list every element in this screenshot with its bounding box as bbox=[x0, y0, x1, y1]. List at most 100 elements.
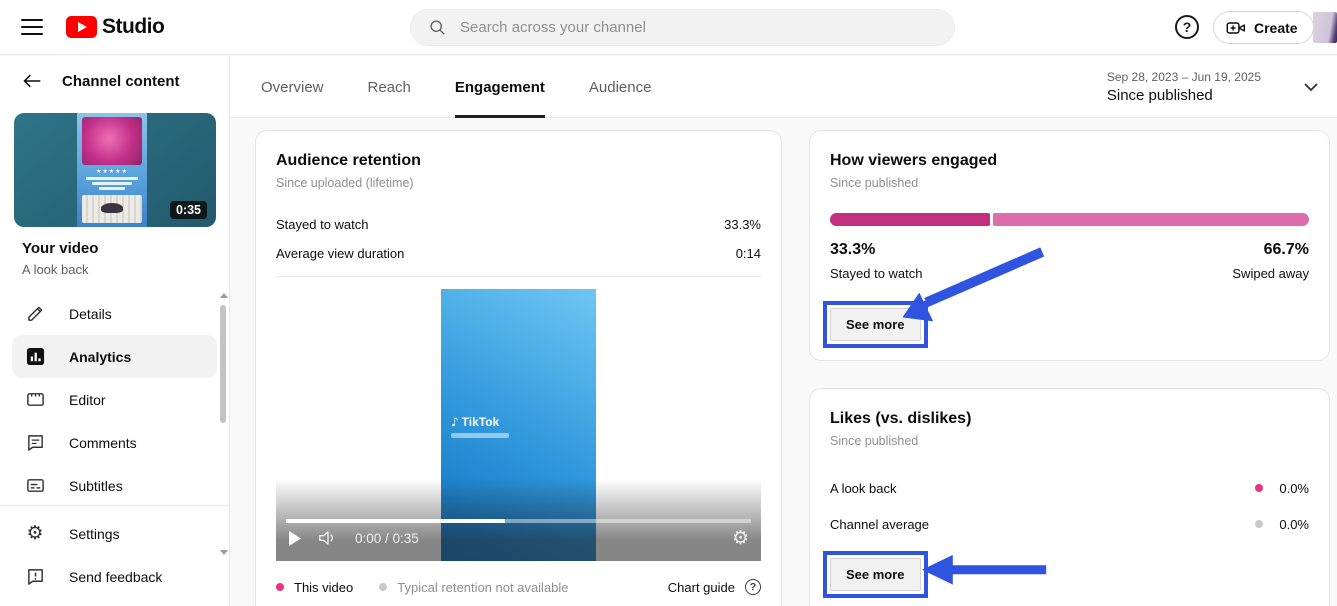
volume-icon[interactable] bbox=[318, 529, 338, 547]
tiktok-note-icon: ♪ bbox=[451, 415, 459, 429]
legend-label: Typical retention not available bbox=[397, 579, 569, 595]
stat-label: Stayed to watch bbox=[276, 217, 369, 232]
annotation-box: See more bbox=[823, 551, 928, 598]
sidebar-item-details[interactable]: Details bbox=[0, 292, 229, 335]
annotation-box: See more bbox=[823, 301, 928, 348]
tab-reach[interactable]: Reach bbox=[367, 78, 411, 96]
sidebar-item-analytics[interactable]: Analytics bbox=[12, 335, 217, 378]
tab-audience[interactable]: Audience bbox=[588, 78, 652, 96]
feedback-icon bbox=[25, 567, 45, 587]
stat-label: Average view duration bbox=[276, 246, 405, 261]
sidebar-item-send-feedback[interactable]: Send feedback bbox=[0, 555, 229, 598]
legend-dot-pink bbox=[1255, 484, 1263, 492]
create-video-icon bbox=[1226, 18, 1246, 38]
sidebar-item-label: Subtitles bbox=[69, 477, 123, 494]
thumb-caption-lines bbox=[77, 177, 147, 190]
video-player[interactable]: ♪ TikTok 0:00 / 0:35 bbox=[276, 289, 761, 561]
sidebar-footer-menu: ⚙ Settings Send feedback bbox=[0, 512, 229, 598]
stat-row: Channel average 0.0% bbox=[830, 506, 1309, 542]
back-arrow-icon[interactable] bbox=[22, 71, 42, 91]
sidebar-item-settings[interactable]: ⚙ Settings bbox=[0, 512, 229, 555]
stat-label: A look back bbox=[830, 480, 897, 496]
stat-label: Swiped away bbox=[1232, 266, 1309, 281]
stat-value: 66.7% bbox=[1263, 241, 1309, 258]
scrollbar-down-arrow[interactable] bbox=[220, 550, 228, 555]
audience-retention-card: Audience retention Since uploaded (lifet… bbox=[255, 130, 782, 606]
sidebar-item-label: Send feedback bbox=[69, 568, 163, 585]
chevron-down-icon bbox=[1301, 77, 1321, 97]
avatar[interactable] bbox=[1313, 12, 1337, 43]
see-more-button[interactable]: See more bbox=[830, 308, 921, 341]
see-more-button[interactable]: See more bbox=[830, 558, 921, 591]
hamburger-menu-icon[interactable] bbox=[21, 19, 43, 35]
legend-dot-gray bbox=[1255, 520, 1263, 528]
thumbnail-video-strip: ★★★★★ bbox=[77, 113, 147, 227]
sidebar-item-subtitles[interactable]: Subtitles bbox=[0, 464, 229, 507]
stat-value: 0.0% bbox=[1279, 516, 1309, 532]
subtitles-icon bbox=[25, 476, 45, 496]
create-button[interactable]: Create bbox=[1213, 11, 1314, 44]
player-progress-bar[interactable] bbox=[286, 519, 751, 523]
play-icon[interactable] bbox=[288, 530, 301, 546]
legend-dot-pink bbox=[276, 583, 284, 591]
gear-icon: ⚙ bbox=[26, 522, 44, 544]
youtube-studio-logo[interactable]: Studio bbox=[66, 15, 165, 39]
sidebar-item-editor[interactable]: Editor bbox=[0, 378, 229, 421]
tiktok-username-blur bbox=[451, 433, 509, 438]
engagement-split-bar bbox=[830, 213, 1309, 226]
sidebar-menu: Details Analytics Editor Comments bbox=[0, 292, 229, 507]
player-settings-gear-icon[interactable]: ⚙ bbox=[731, 527, 749, 549]
chart-guide-link[interactable]: Chart guide ? bbox=[668, 579, 761, 595]
engaged-bar-stayed bbox=[830, 213, 990, 226]
sidebar-item-label: Editor bbox=[69, 391, 106, 408]
card-subtitle: Since published bbox=[830, 434, 919, 448]
thumb-stars: ★★★★★ bbox=[96, 168, 128, 175]
likes-stats: A look back 0.0% Channel average 0.0% bbox=[830, 470, 1309, 542]
stat-row: Average view duration 0:14 bbox=[276, 239, 761, 268]
tab-engagement[interactable]: Engagement bbox=[454, 56, 545, 118]
search-bar[interactable] bbox=[410, 9, 955, 46]
analytics-icon bbox=[25, 347, 45, 367]
search-input[interactable] bbox=[460, 19, 938, 36]
date-range-label: Since published bbox=[1106, 87, 1213, 104]
chart-legend: This video Typical retention not availab… bbox=[276, 579, 761, 595]
sidebar-item-label: Details bbox=[69, 305, 112, 322]
back-row: Channel content bbox=[22, 71, 180, 91]
stat-value: 33.3% bbox=[724, 217, 761, 232]
comments-icon bbox=[25, 433, 45, 453]
studio-logo-text: Studio bbox=[102, 15, 165, 38]
help-icon[interactable]: ? bbox=[1175, 15, 1199, 39]
analytics-tabbar: Overview Reach Engagement Audience Sep 2… bbox=[231, 56, 1337, 118]
likes-vs-dislikes-card: Likes (vs. dislikes) Since published A l… bbox=[809, 388, 1330, 606]
sidebar-scrollbar[interactable] bbox=[219, 293, 228, 555]
how-viewers-engaged-card: How viewers engaged Since published 33.3… bbox=[809, 130, 1330, 361]
thumb-figure bbox=[101, 203, 123, 213]
search-icon bbox=[427, 18, 447, 38]
scrollbar-up-arrow[interactable] bbox=[220, 293, 228, 298]
tiktok-watermark-text: TikTok bbox=[461, 415, 500, 429]
player-time: 0:00 / 0:35 bbox=[355, 530, 419, 546]
tab-overview[interactable]: Overview bbox=[261, 78, 324, 96]
your-video-label: Your video bbox=[22, 240, 99, 257]
card-title: How viewers engaged bbox=[830, 152, 998, 169]
date-range-block: Sep 28, 2023 – Jun 19, 2025 Since publis… bbox=[1107, 70, 1261, 104]
scrollbar-thumb[interactable] bbox=[220, 305, 226, 423]
engaged-bar-swiped bbox=[992, 213, 1309, 226]
date-range-text: Sep 28, 2023 – Jun 19, 2025 bbox=[1106, 70, 1261, 84]
editor-icon bbox=[25, 390, 45, 410]
stat-row: A look back 0.0% bbox=[830, 470, 1309, 506]
stat-value: 0.0% bbox=[1279, 480, 1309, 496]
card-title: Audience retention bbox=[276, 152, 421, 169]
main-content: Overview Reach Engagement Audience Sep 2… bbox=[231, 56, 1337, 606]
card-title: Likes (vs. dislikes) bbox=[830, 410, 972, 427]
sidebar-title: Channel content bbox=[62, 72, 180, 90]
stat-label: Stayed to watch bbox=[830, 266, 923, 281]
sidebar: Channel content ★★★★★ 0:35 Your video A … bbox=[0, 56, 230, 606]
sidebar-item-comments[interactable]: Comments bbox=[0, 421, 229, 464]
video-thumbnail[interactable]: ★★★★★ 0:35 bbox=[14, 113, 216, 227]
sidebar-item-label: Comments bbox=[69, 434, 137, 451]
legend-dot-gray bbox=[379, 583, 388, 591]
date-range-filter[interactable]: Sep 28, 2023 – Jun 19, 2025 Since publis… bbox=[1107, 56, 1321, 118]
video-duration-badge: 0:35 bbox=[169, 201, 207, 219]
